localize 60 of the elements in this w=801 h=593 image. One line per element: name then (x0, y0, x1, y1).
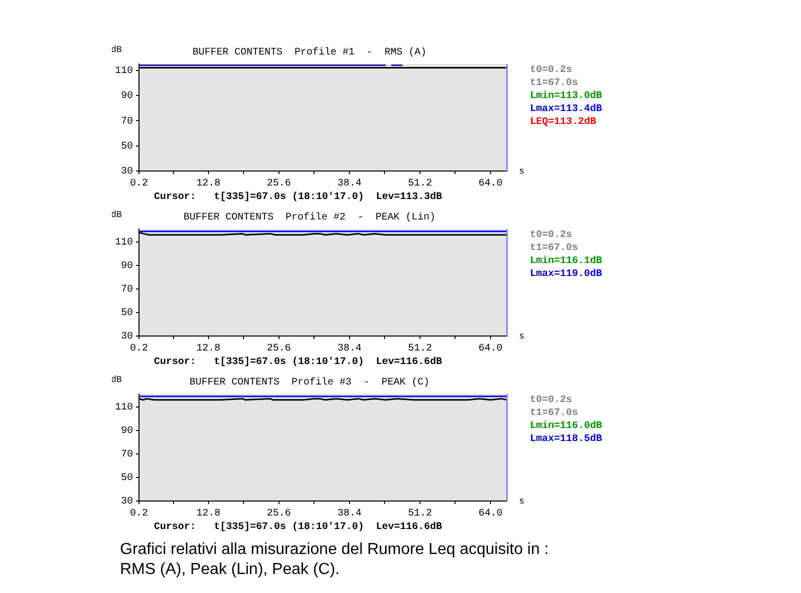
x-tick-label: 0.2 (130, 344, 148, 355)
x-tick-label: 0.2 (130, 508, 148, 520)
text: Lmin=116.1dB (530, 255, 602, 268)
x-tick-label: 51.2 (408, 178, 432, 190)
y-axis-title: dB (111, 210, 122, 220)
y-axis-title: dB (111, 45, 122, 55)
text: Lmax=113.4dB (530, 103, 602, 116)
x-tick-label: 51.2 (408, 344, 432, 355)
x-tick-label: 12.8 (196, 344, 220, 355)
x-tick-label: 64.0 (478, 178, 502, 190)
x-tick-label: 12.8 (196, 178, 220, 190)
text: Lmin=113.0dB (530, 90, 602, 103)
x-tick-label: 25.6 (266, 508, 291, 520)
x-tick-label: 0.2 (130, 178, 148, 190)
text: LEQ=113.2dB (530, 116, 598, 129)
text: RMS (A), Peak (Lin), Peak (C). (120, 560, 341, 580)
x-tick-label: 12.8 (196, 508, 220, 520)
y-tick-label: 90 (120, 261, 134, 272)
x-tick-label: 25.6 (266, 344, 291, 355)
chart-title: BUFFER CONTENTS Profile #3 - PEAK (C) (189, 376, 430, 389)
y-tick-label: 90 (120, 426, 134, 438)
y-tick-label: 70 (120, 116, 134, 128)
x-axis-title: s (519, 331, 524, 342)
y-tick-label: 50 (120, 308, 134, 320)
text: Lmin=116.0dB (530, 420, 602, 433)
x-tick-label: 38.4 (337, 344, 362, 355)
y-tick-label: 30 (120, 166, 134, 178)
y-tick-label: 30 (120, 332, 134, 343)
y-tick-label: 50 (120, 473, 134, 484)
text: t0=0.2s (530, 64, 574, 77)
chart-title: BUFFER CONTENTS Profile #1 - RMS (A) (192, 46, 427, 59)
text: t0=0.2s (530, 394, 574, 407)
x-tick-label: 64.0 (478, 344, 502, 355)
y-tick-label: 90 (120, 91, 134, 102)
y-tick-label: 70 (120, 284, 134, 296)
x-tick-label: 25.6 (266, 178, 291, 190)
x-tick-label: 51.2 (408, 508, 432, 520)
y-tick-label: 110 (114, 402, 134, 414)
y-axis-title: dB (111, 375, 122, 385)
x-tick-label: 38.4 (337, 508, 362, 520)
text: Cursor: t[335]=67.0s (18:10'17.0) Lev=116.6dB (154, 357, 442, 368)
text: t1=67.0s (530, 77, 580, 90)
text: Lmax=119.0dB (530, 268, 602, 281)
x-axis-title: s (519, 166, 524, 176)
chart-title: BUFFER CONTENTS Profile #2 - PEAK (Lin) (183, 212, 436, 224)
text: Cursor: t[335]=67.0s (18:10'17.0) Lev=113.3dB (154, 192, 442, 203)
text: Cursor: t[335]=67.0s (18:10'17.0) Lev=116.6dB (154, 522, 442, 533)
text: t1=67.0s (530, 242, 580, 255)
y-tick-label: 70 (120, 450, 134, 461)
y-tick-label: 30 (120, 496, 134, 508)
x-tick-label: 38.4 (337, 178, 362, 190)
y-tick-label: 50 (120, 141, 134, 152)
x-axis-title: s (519, 496, 524, 506)
text: Lmax=118.5dB (530, 433, 602, 446)
y-tick-label: 110 (114, 66, 134, 77)
y-tick-label: 110 (114, 238, 134, 249)
text: t1=67.0s (530, 407, 580, 420)
x-tick-label: 64.0 (478, 508, 502, 520)
text: Grafici relativi alla misurazione del Rumore Leq acquisito in : (120, 540, 549, 560)
text: t0=0.2s (530, 229, 574, 242)
